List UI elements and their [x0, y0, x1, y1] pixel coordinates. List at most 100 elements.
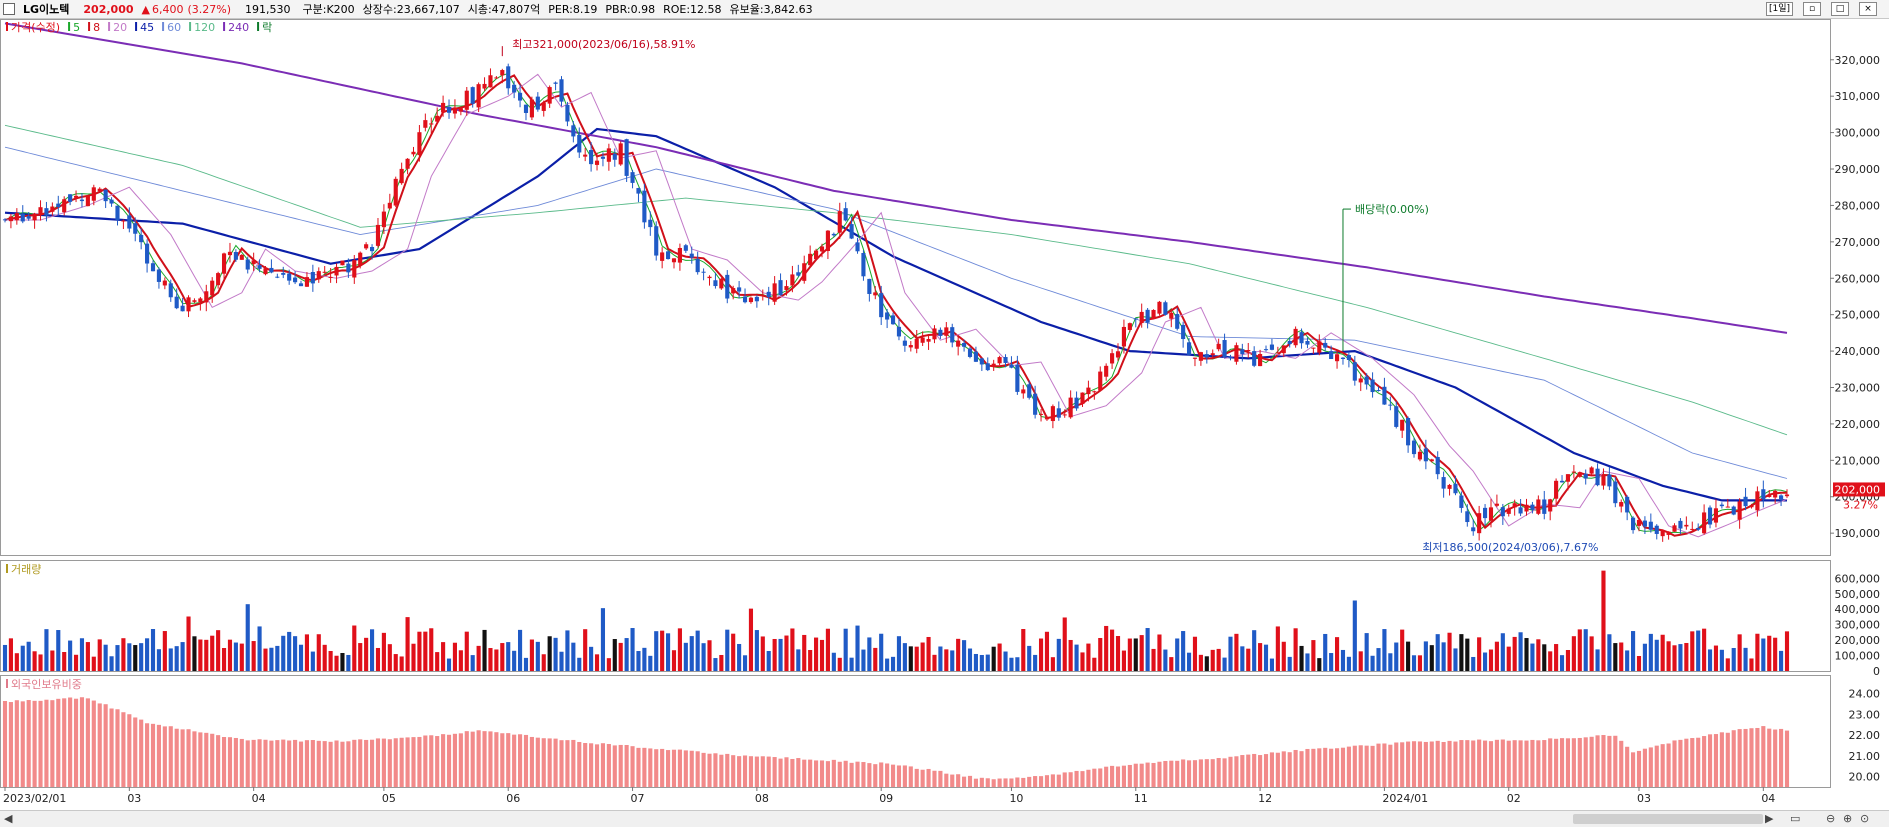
foreign-ratio-bar	[97, 703, 102, 787]
volume-bar	[1192, 636, 1198, 671]
candle-body	[441, 102, 446, 113]
legend-item[interactable]: 20	[113, 21, 127, 34]
foreign-ratio-bar	[216, 735, 221, 787]
zoom-reset-icon[interactable]: ⊙	[1860, 812, 1870, 825]
foreign-ratio-bar	[1648, 747, 1653, 787]
last-price-tag	[1833, 482, 1885, 497]
foreign-ratio-bar	[1483, 740, 1488, 787]
legend-item[interactable]: 락	[262, 21, 272, 34]
legend-item[interactable]: 45	[140, 21, 154, 34]
foreign-ratio-bar	[1441, 742, 1446, 787]
volume-bar	[1548, 651, 1553, 671]
foreign-ratio-bar	[340, 741, 345, 787]
candle-body	[417, 132, 422, 156]
volume-bar	[298, 644, 304, 671]
volume-bar	[1707, 649, 1713, 671]
stock-name[interactable]: LG이노텍	[23, 3, 70, 16]
foreign-ratio-bar	[1056, 774, 1061, 787]
foreign-ratio-bar	[1554, 738, 1559, 787]
foreign-tick-label: 21.00	[1849, 750, 1881, 763]
candle-body	[1281, 345, 1286, 354]
volume-bar	[1595, 649, 1600, 671]
candle-body	[1252, 351, 1257, 366]
foreign-ratio-bar	[1625, 746, 1630, 787]
candle-body	[1003, 357, 1008, 363]
foreign-ratio-bar	[512, 734, 517, 787]
foreign-ratio-bar	[654, 749, 659, 787]
minimize-icon[interactable]: ▫	[1803, 2, 1821, 16]
foreign-ratio-bar	[328, 741, 333, 787]
zoom-range-icon[interactable]: ▭	[1790, 812, 1801, 825]
foreign-ratio-bar	[991, 779, 996, 787]
legend-item[interactable]: 가격(수정)	[11, 21, 60, 34]
volume-bar	[1370, 655, 1375, 671]
foreign-ratio-bar	[145, 723, 150, 787]
foreign-ratio-bar	[1228, 756, 1233, 787]
volume-bar	[1068, 639, 1073, 671]
volume-bar	[1139, 635, 1144, 671]
legend-item[interactable]: 240	[228, 21, 249, 34]
candle-body	[1631, 517, 1636, 531]
candle-body	[26, 216, 31, 219]
candle-body	[1613, 481, 1618, 504]
scroll-thumb[interactable]	[1573, 814, 1763, 824]
foreign-ratio-bar	[1406, 741, 1411, 787]
foreign-ratio-bar	[879, 762, 884, 787]
volume-bar	[1358, 651, 1363, 671]
candle-body	[328, 276, 333, 278]
candle-body	[334, 266, 339, 276]
candle-body	[458, 108, 463, 112]
volume-bar	[1346, 656, 1351, 671]
volume-bar	[1305, 653, 1310, 671]
volume-bar	[1216, 648, 1221, 671]
candle-body	[1453, 483, 1458, 494]
volume-bar	[1115, 636, 1121, 671]
legend-item[interactable]: 5	[73, 21, 80, 34]
legend-swatch	[88, 22, 91, 31]
foreign-ratio-bar	[352, 739, 357, 787]
foreign-ratio-bar	[452, 733, 458, 787]
zoom-out-icon[interactable]: ⊖	[1826, 812, 1836, 825]
candle-body	[435, 115, 440, 122]
scroll-right-icon[interactable]: ▶	[1765, 812, 1774, 825]
stock-chart[interactable]: 320,000 310,000 300,000 290,000 280,000 270,0…	[0, 19, 1889, 809]
scroll-left-icon[interactable]: ◀	[4, 812, 13, 825]
maximize-icon[interactable]: □	[1831, 2, 1849, 16]
foreign-ratio-bar	[790, 758, 795, 787]
zoom-in-icon[interactable]: ⊕	[1843, 812, 1853, 825]
candle-body	[198, 298, 203, 303]
candle-body	[1198, 352, 1203, 361]
legend-item[interactable]: 8	[93, 21, 100, 34]
price-tick-label: 290,000	[1835, 163, 1881, 176]
legend-item[interactable]: 120	[194, 21, 215, 34]
foreign-ratio-bar	[1654, 745, 1659, 787]
volume-bar	[660, 630, 665, 671]
price-tick-label: 260,000	[1835, 272, 1881, 285]
volume-bar	[784, 635, 789, 671]
foreign-ratio-bar	[843, 760, 848, 787]
candle-body	[654, 226, 659, 256]
foreign-ratio-bar	[103, 704, 108, 787]
close-icon[interactable]: ×	[1859, 2, 1877, 16]
candle-body	[760, 295, 765, 297]
foreign-ratio-bar	[150, 723, 156, 787]
period-button[interactable]: [1일]	[1765, 2, 1793, 16]
foreign-ratio-bar	[1358, 745, 1363, 787]
volume-bar	[482, 629, 487, 671]
foreign-ratio-bar	[594, 744, 600, 787]
volume-bar	[1589, 636, 1594, 671]
candle-body	[245, 259, 250, 270]
x-tick-label: 03	[127, 792, 141, 805]
volume-bar	[967, 648, 973, 671]
volume-bar	[1394, 642, 1399, 671]
volume-bar	[1678, 644, 1683, 671]
legend-item[interactable]: 60	[167, 21, 181, 34]
menu-box-icon[interactable]	[3, 3, 15, 15]
foreign-ratio-bar	[1725, 732, 1730, 787]
foreign-ratio-bar	[1234, 756, 1239, 787]
x-tick-label: 04	[1761, 792, 1775, 805]
foreign-ratio-bar	[1743, 728, 1748, 787]
candle-body	[180, 305, 185, 312]
candle-body	[1429, 459, 1434, 462]
chart-scrollbar[interactable]: ◀ ▶ ▭ ⊖ ⊕ ⊙	[0, 810, 1889, 827]
